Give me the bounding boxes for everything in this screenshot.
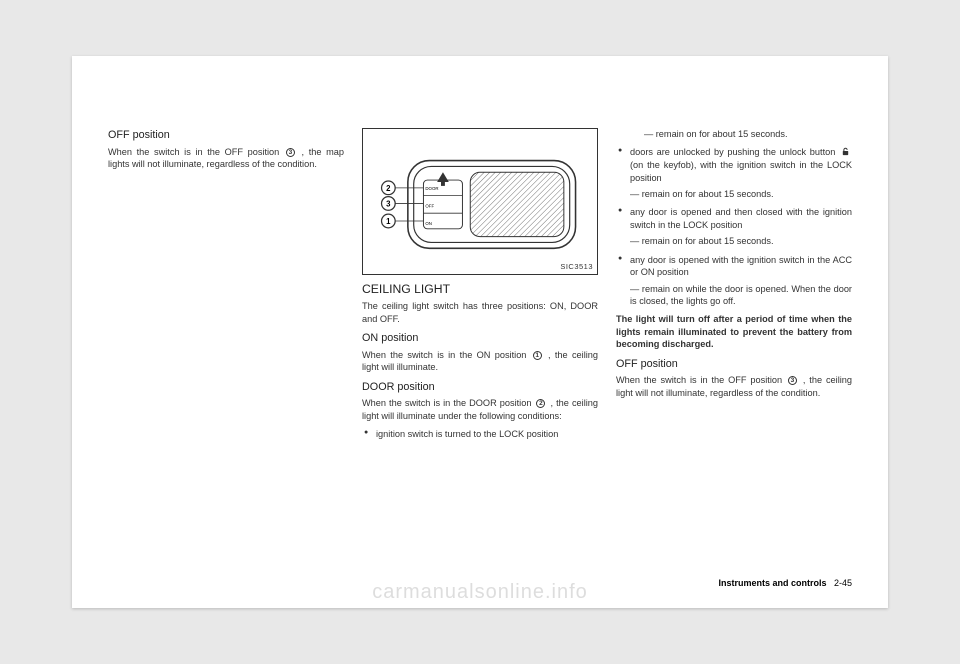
ceiling-light-figure: DOOR OFF ON 2 3 1 SIC3513 [362,128,598,275]
text: any door is opened and then closed with … [630,207,852,229]
figure-label: SIC3513 [560,262,593,272]
door-conditions-list-cont: doors are unlocked by pushing the unlock… [616,146,852,307]
switch-label-on: ON [425,221,432,226]
ceiling-light-heading: CEILING LIGHT [362,281,598,297]
door-sub-1: — remain on for about 15 seconds. [616,128,852,140]
text: (on the keyfob), with the ignition switc… [630,160,852,182]
off-paragraph-2: When the switch is in the OFF position 3… [616,374,852,399]
callout-1-icon: 1 [533,351,542,360]
door-item-4: any door is opened with the ignition swi… [616,254,852,308]
column-1: OFF position When the switch is in the O… [108,128,344,584]
door-item-2: doors are unlocked by pushing the unlock… [616,146,852,200]
svg-text:1: 1 [386,217,391,226]
text: When the switch is in the DOOR position [362,398,534,408]
battery-warning: The light will turn off after a period o… [616,313,852,350]
manual-page: OFF position When the switch is in the O… [72,56,888,608]
svg-text:3: 3 [386,199,391,208]
door-item-1: ignition switch is turned to the LOCK po… [362,428,598,440]
text: When the switch is in the OFF position [108,147,284,157]
unlock-icon [841,147,850,159]
callout-3-icon: 3 [286,148,295,157]
door-item-3: any door is opened and then closed with … [616,206,852,247]
content-columns: OFF position When the switch is in the O… [72,56,888,608]
ceiling-intro: The ceiling light switch has three posit… [362,300,598,325]
footer-section-label: Instruments and controls [718,578,826,588]
svg-text:2: 2 [386,184,391,193]
text: When the switch is in the OFF position [616,375,786,385]
callout-2-icon: 2 [536,399,545,408]
page-footer: Instruments and controls 2-45 [718,578,852,588]
door-sub-3: — remain on for about 15 seconds. [630,235,852,247]
door-sub-4: — remain on while the door is opened. Wh… [630,283,852,308]
off-heading-2: OFF position [616,357,852,372]
column-3: — remain on for about 15 seconds. doors … [616,128,852,584]
callout-3b-icon: 3 [788,376,797,385]
door-paragraph: When the switch is in the DOOR position … [362,397,598,422]
ceiling-light-svg: DOOR OFF ON 2 3 1 [363,129,597,274]
text: When the switch is in the ON position [362,350,531,360]
door-heading: DOOR position [362,380,598,395]
on-heading: ON position [362,331,598,346]
off-paragraph-1: When the switch is in the OFF position 3… [108,146,344,171]
text: doors are unlocked by pushing the unlock… [630,147,839,157]
off-heading-1: OFF position [108,128,344,143]
column-2: DOOR OFF ON 2 3 1 SIC3513 CEILING LIGHT [362,128,598,584]
text: any door is opened with the ignition swi… [630,255,852,277]
door-sub-2: — remain on for about 15 seconds. [630,188,852,200]
door-conditions-list-start: ignition switch is turned to the LOCK po… [362,428,598,440]
on-paragraph: When the switch is in the ON position 1 … [362,349,598,374]
footer-page-number: 2-45 [834,578,852,588]
switch-label-off: OFF [425,203,434,208]
switch-label-door: DOOR [425,186,438,191]
